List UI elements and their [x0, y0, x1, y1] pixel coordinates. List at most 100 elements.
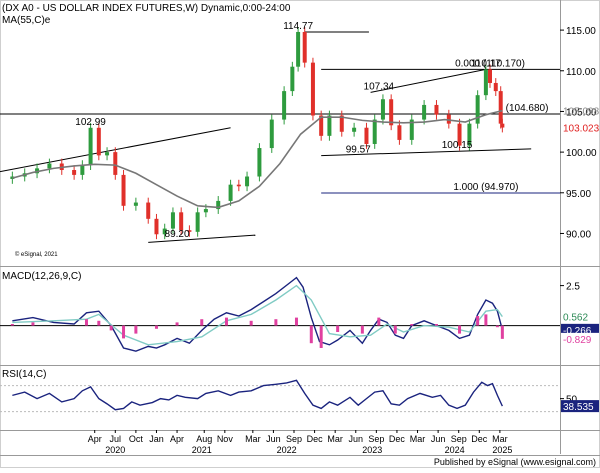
- macd-price-label: 0.562: [563, 313, 588, 324]
- macd-histogram-bar: [434, 324, 438, 326]
- price-candle-body: [96, 127, 101, 156]
- macd-histogram-bar: [319, 325, 323, 348]
- price-candle-body: [47, 163, 52, 169]
- price-candle-body: [195, 212, 200, 232]
- x-month-label: Oct: [129, 434, 144, 444]
- price-candle-body: [446, 114, 451, 124]
- price-price-label: 105.098: [563, 107, 600, 118]
- x-month-label: Sep: [451, 434, 467, 444]
- macd-histogram-bar: [393, 325, 397, 334]
- price-annotation: 110.17: [471, 58, 501, 69]
- price-ma-line: [12, 109, 503, 209]
- x-month-label: Sep: [368, 434, 384, 444]
- macd-price-label-bg: [561, 332, 599, 345]
- price-candle-body: [88, 127, 93, 166]
- price-candle-body: [179, 212, 184, 231]
- x-month-label: Jan: [149, 434, 164, 444]
- price-candle-body: [422, 104, 427, 120]
- price-price-label: 103.023: [563, 124, 600, 135]
- macd-histogram-bar: [31, 322, 35, 326]
- price-candle-body: [372, 119, 377, 144]
- price-candle-body: [162, 228, 167, 235]
- macd-histogram-bar: [249, 320, 253, 326]
- macd-price-label-bg: [561, 310, 599, 323]
- macd-histogram-bar: [294, 317, 298, 326]
- macd-histogram-bar: [500, 325, 504, 339]
- x-month-label: Aug: [196, 434, 212, 444]
- price-candle-body: [475, 95, 480, 124]
- price-candle-body: [228, 184, 233, 201]
- price-trend-line: [370, 68, 486, 93]
- price-candle-body: [310, 62, 315, 116]
- price-ytick-label: 90.00: [566, 229, 591, 240]
- price-candle-body: [121, 174, 126, 206]
- macd-histogram-bar: [224, 317, 228, 326]
- macd-histogram-bar: [200, 319, 204, 326]
- price-annotation: 102.99: [75, 117, 106, 128]
- x-month-label: Mar: [245, 434, 261, 444]
- price-candle-body: [154, 218, 159, 235]
- x-month-label: Apr: [170, 434, 184, 444]
- macd-series-line: [12, 276, 504, 352]
- x-month-label: Jun: [431, 434, 446, 444]
- rsi-series-line: [12, 379, 503, 411]
- price-annotation: 1.000 (94.970): [453, 182, 518, 193]
- price-candle-body: [302, 31, 307, 63]
- macd-histogram-bar: [360, 325, 364, 334]
- price-ytick-label: 100.00: [566, 148, 597, 159]
- macd-price-label: -0.829: [563, 335, 592, 346]
- x-month-label: Jun: [266, 434, 281, 444]
- macd-ytick-label: 2.5: [566, 282, 580, 293]
- price-ytick-label: 105.00: [566, 107, 597, 118]
- x-month-label: Apr: [88, 434, 102, 444]
- price-annotation: 0.000 (110.170): [455, 58, 525, 69]
- price-candle-body: [257, 148, 262, 177]
- price-indicator-label: MA(55,C)e: [2, 15, 51, 26]
- macd-histogram-bar: [274, 319, 278, 326]
- macd-histogram-bar: [109, 325, 113, 331]
- x-month-label: Dec: [471, 434, 488, 444]
- rsi-header: RSI(14,C): [2, 369, 46, 380]
- macd-series-line: [12, 284, 503, 346]
- price-candle-body: [133, 202, 138, 206]
- price-candle-body: [339, 115, 344, 132]
- price-candle-body: [488, 69, 492, 83]
- macd-histogram-bar: [309, 325, 313, 344]
- price-candle-body: [500, 123, 505, 128]
- price-ytick-label: 110.00: [566, 67, 596, 78]
- rsi-price-label-bg: [561, 400, 599, 413]
- price-candle-body: [319, 115, 324, 136]
- price-ytick-label: 95.00: [566, 189, 591, 200]
- macd-histogram-bar: [154, 325, 158, 329]
- macd-histogram-bar: [175, 322, 179, 326]
- x-month-label: Mar: [410, 434, 426, 444]
- macd-price-label: -0.266: [563, 326, 592, 337]
- x-month-label: Sep: [286, 434, 302, 444]
- macd-histogram-bar: [134, 325, 138, 334]
- price-candle-body: [216, 200, 221, 210]
- price-candle-body: [457, 123, 462, 146]
- macd-histogram-bar: [122, 325, 126, 339]
- x-month-label: Mar: [492, 434, 508, 444]
- macd-histogram-bar: [336, 325, 340, 332]
- macd-histogram-bar: [484, 314, 488, 326]
- macd-price-label-bg: [561, 323, 599, 336]
- x-year-label: 2021: [192, 445, 212, 455]
- macd-histogram-bar: [97, 320, 101, 326]
- price-annotation: 99.57: [346, 145, 371, 156]
- price-candle-body: [113, 152, 118, 175]
- x-month-label: Jul: [110, 434, 122, 444]
- x-year-label: 2020: [105, 445, 125, 455]
- price-candle-body: [187, 230, 192, 232]
- price-annotation: © eSignal, 2021: [15, 251, 58, 258]
- price-candle-body: [409, 119, 414, 140]
- price-annotation: 100.15: [442, 140, 473, 151]
- price-candle-body: [483, 69, 488, 96]
- x-year-label: 2025: [492, 445, 512, 455]
- macd-histogram-bar: [410, 324, 414, 326]
- macd-histogram-bar: [458, 325, 462, 334]
- macd-histogram-bar: [10, 324, 14, 326]
